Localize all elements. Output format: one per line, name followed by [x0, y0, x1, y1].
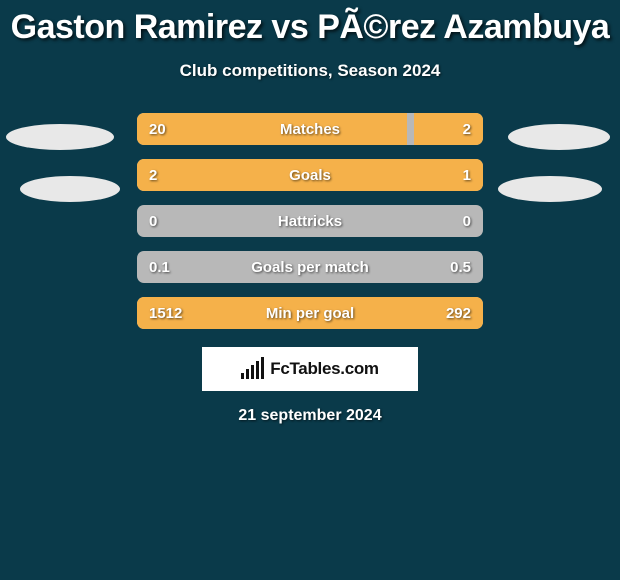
snapshot-date: 21 september 2024 — [0, 407, 620, 425]
stat-bar-track: 0 Hattricks 0 — [137, 205, 483, 237]
logo-box: FcTables.com — [202, 347, 418, 391]
stat-bar-track: 20Matches2 — [137, 113, 483, 145]
stat-row: 1512Min per goal292 — [0, 297, 620, 329]
team-badge-placeholder — [6, 124, 114, 150]
team-badge-placeholder — [508, 124, 610, 150]
stat-bar-left — [137, 297, 407, 329]
stat-bar-left — [137, 113, 407, 145]
team-badge-placeholder — [498, 176, 602, 202]
stat-row: 0.1 Goals per match 0.5 — [0, 251, 620, 283]
stat-bar-overlay: 0 Hattricks 0 — [137, 205, 483, 237]
stat-bar-right — [414, 113, 483, 145]
stat-right-value: 0 — [463, 213, 471, 230]
stat-left-value: 0.1 — [149, 259, 170, 276]
stat-right-value: 0.5 — [450, 259, 471, 276]
team-badge-placeholder — [20, 176, 120, 202]
stat-left-value: 0 — [149, 213, 157, 230]
stat-bar-track: 2Goals1 — [137, 159, 483, 191]
comparison-subtitle: Club competitions, Season 2024 — [0, 61, 620, 81]
stat-bar-left — [137, 159, 369, 191]
stat-bar-right — [369, 159, 483, 191]
stat-metric-label: Hattricks — [278, 213, 342, 230]
comparison-title: Gaston Ramirez vs PÃ©rez Azambuya — [0, 0, 620, 47]
stat-row: 0 Hattricks 0 — [0, 205, 620, 237]
stat-metric-label: Goals per match — [251, 259, 369, 276]
logo-text: FcTables.com — [270, 359, 379, 379]
stat-bar-track: 1512Min per goal292 — [137, 297, 483, 329]
logo-bars-icon — [241, 359, 264, 379]
stat-bar-overlay: 0.1 Goals per match 0.5 — [137, 251, 483, 283]
stat-bar-track: 0.1 Goals per match 0.5 — [137, 251, 483, 283]
stat-bar-right — [407, 297, 483, 329]
